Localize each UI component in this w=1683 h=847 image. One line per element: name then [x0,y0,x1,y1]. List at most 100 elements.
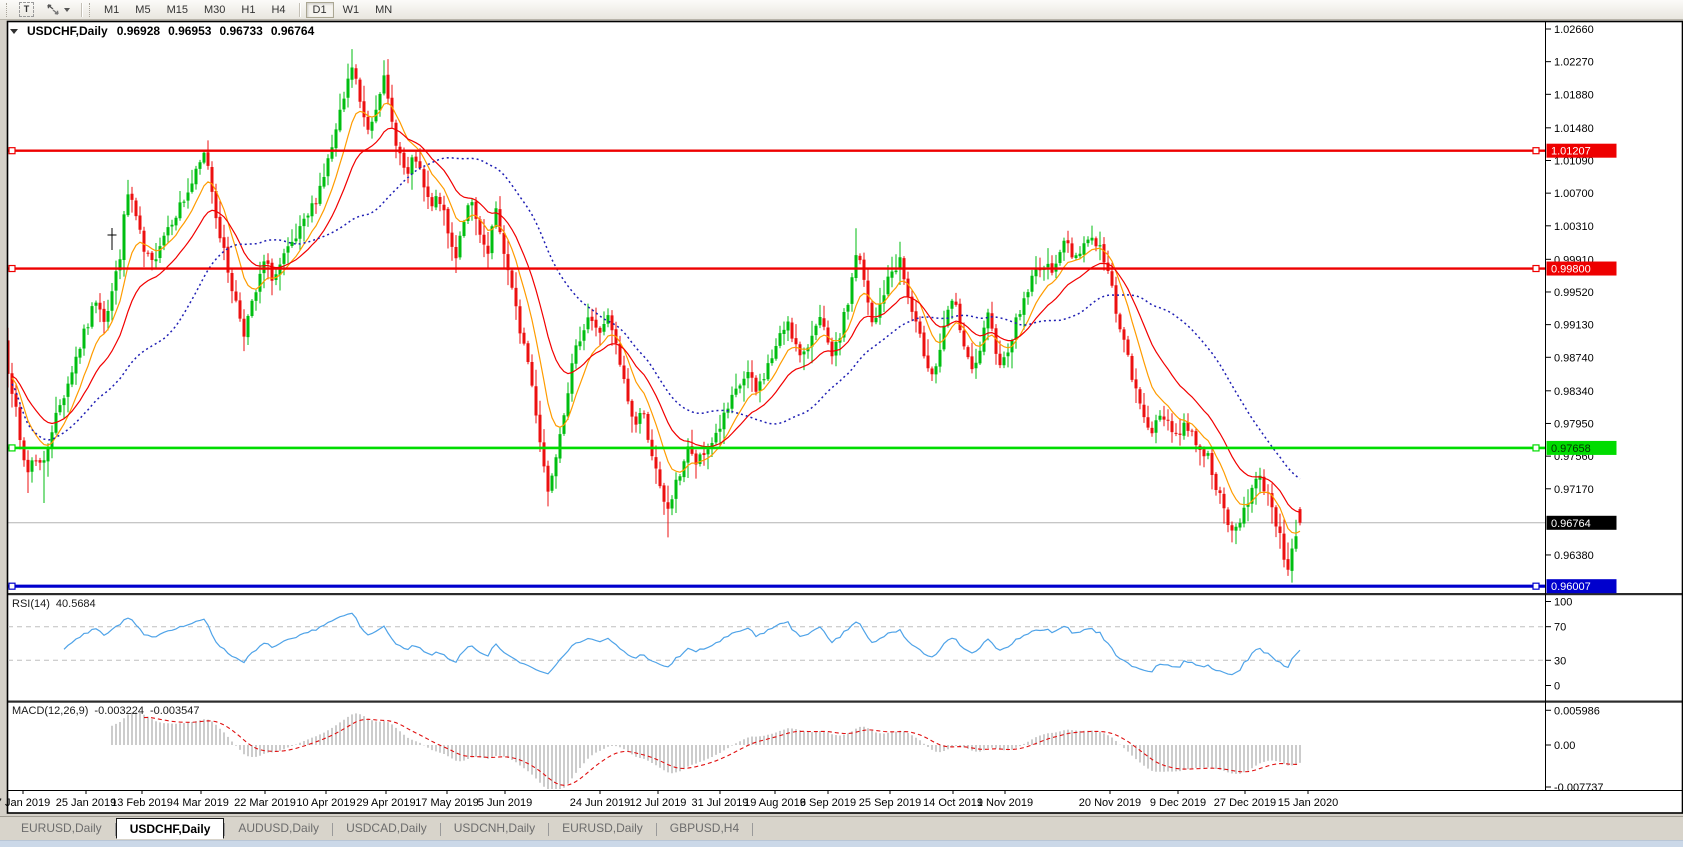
date-label: 9 Dec 2019 [1150,797,1206,809]
price-marker-text: 1.01207 [1551,146,1591,158]
price-tick-label: 1.00310 [1554,221,1594,233]
tab-divider [332,823,334,836]
toolbar: T M1 M5 M15 M30 H1 H4 D1 W1 MN [0,0,1683,20]
price-scale[interactable]: 1.02660 1.02270 1.01880 1.01480 1.01090 1.007… [1546,24,1617,594]
hline-support-green-handle[interactable] [8,444,16,452]
text-tool-icon: T [19,2,34,17]
timeframe-button-MN[interactable]: MN [368,2,399,18]
chart-tabs: EURUSD,Daily USDCHF,Daily AUDUSD,Daily USDC… [0,817,1683,839]
ohlc-low: 0.96733 [219,24,263,38]
timeframe-button-D1[interactable]: D1 [305,1,334,18]
price-tick-label: 0.98740 [1554,352,1594,364]
timeframe-button-group: M1 M5 M15 M30 H1 H4 D1 W1 MN [96,1,400,18]
chart-tab-bar: EURUSD,Daily USDCHF,Daily AUDUSD,Daily USDC… [0,816,1683,847]
macd-histogram [111,711,1301,789]
ohlc-high: 0.96953 [168,24,212,38]
chart-tab-GBPUSD-H4[interactable]: GBPUSD,H4 [669,821,740,835]
rsi-scale-label: 70 [1554,622,1566,634]
ma-fast-orange [11,102,1301,534]
timeframe-button-M15[interactable]: M15 [160,2,195,18]
date-label: 20 Nov 2019 [1079,797,1141,809]
chart-tab-EURUSD-Daily[interactable]: EURUSD,Daily [21,821,102,835]
date-label: 25 Jan 2019 [56,797,117,809]
rsi-scale-label: 30 [1554,655,1566,667]
price-marker-0.96007 [1546,579,1617,594]
candlestick-layer[interactable] [7,49,1302,583]
toolbar-grip[interactable] [6,2,9,17]
chart-title-bar: USDCHF,Daily 0.96928 0.96953 0.96733 0.9… [10,24,314,38]
price-marker-text: 0.96764 [1551,518,1591,530]
date-label: 7 Jan 2019 [0,797,50,809]
timeframe-button-W1[interactable]: W1 [336,2,367,18]
hline-resistance-lower-handle[interactable] [8,264,16,273]
date-label: 6 Sep 2019 [800,797,856,809]
chart-tab-AUDUSD-Daily[interactable]: AUDUSD,Daily [238,821,320,835]
date-label: 10 Apr 2019 [296,797,355,809]
price-marker-0.97658 [1546,440,1617,455]
price-tick-label: 0.97950 [1554,418,1594,430]
ohlc-close: 0.96764 [270,24,315,38]
hline-resistance-lower-handle[interactable] [1532,264,1540,273]
price-tick-label: 0.98340 [1554,386,1594,398]
chart-symbol-label: USDCHF,Daily [27,24,108,38]
date-label: 4 Mar 2019 [173,797,229,809]
collapse-chart-icon[interactable] [10,28,18,34]
rsi-indicator-label: RSI(14) 40.5684 [12,598,96,610]
timeframe-button-H4[interactable]: H4 [264,2,292,18]
date-label: 31 Jul 2019 [692,797,749,809]
date-label: 14 Oct 2019 [923,797,983,809]
date-label: 24 Jun 2019 [570,797,631,809]
timeframe-button-M30[interactable]: M30 [197,2,232,18]
hline-support-blue-handle[interactable] [1532,582,1540,590]
hline-resistance-upper-handle[interactable] [1532,147,1540,155]
macd-signal-line [143,716,1301,786]
price-marker-text: 0.97658 [1551,443,1591,455]
ma-slow-blue [11,157,1301,480]
date-label: 15 Jan 2020 [1278,797,1339,809]
price-tick-label: 1.01090 [1554,155,1594,167]
price-tick-label: 0.96380 [1554,550,1594,562]
rsi-scale-label: 0 [1554,681,1560,693]
price-marker-0.99800 [1546,261,1617,276]
timeframe-button-H1[interactable]: H1 [234,2,262,18]
tab-divider [655,823,657,836]
timeframe-button-M1[interactable]: M1 [97,2,126,18]
arrows-tool-button[interactable] [42,1,74,18]
tab-divider [548,823,550,836]
date-label: 5 Jun 2019 [478,797,532,809]
date-label: 19 Aug 2019 [744,797,806,809]
tab-bar-strip [0,840,1683,847]
macd-indicator-label: MACD(12,26,9) -0.003224 -0.003547 [12,705,200,717]
text-tool-button[interactable]: T [15,1,38,18]
price-tick-label: 1.02270 [1554,57,1594,69]
chevron-down-icon [64,7,70,12]
tab-divider [114,823,116,836]
ohlc-open: 0.96928 [116,24,161,38]
price-tick-label: 1.00700 [1554,188,1594,200]
date-label: 29 Apr 2019 [356,797,415,809]
timeframe-button-M5[interactable]: M5 [128,2,157,18]
date-label: 12 Jul 2019 [630,797,687,809]
price-tick-label: 0.99520 [1554,287,1594,299]
date-label: 25 Sep 2019 [859,797,921,809]
chart-tab-USDCHF-Daily[interactable]: USDCHF,Daily [115,818,225,839]
chart-tab-EURUSD-Daily[interactable]: EURUSD,Daily [562,821,643,835]
hline-support-blue-handle[interactable] [8,582,16,590]
hline-resistance-upper-handle[interactable] [8,147,16,155]
macd-scale-label: 0.005986 [1554,705,1600,717]
chart-tab-USDCNH-Daily[interactable]: USDCNH,Daily [453,821,536,835]
hline-support-green-handle[interactable] [1532,444,1540,452]
tab-divider [224,823,226,836]
rsi-scale-label: 100 [1554,597,1572,609]
macd-scale-label: 0.00 [1554,740,1575,752]
chart-tab-USDCAD-Daily[interactable]: USDCAD,Daily [346,821,427,835]
ma-medium-red [11,127,1301,513]
chart-object-marker[interactable] [107,228,117,250]
price-marker-1.01207 [1546,143,1617,158]
toolbar-grip[interactable] [89,2,92,17]
date-label: 17 May 2019 [415,797,479,809]
date-label: 22 Mar 2019 [234,797,296,809]
